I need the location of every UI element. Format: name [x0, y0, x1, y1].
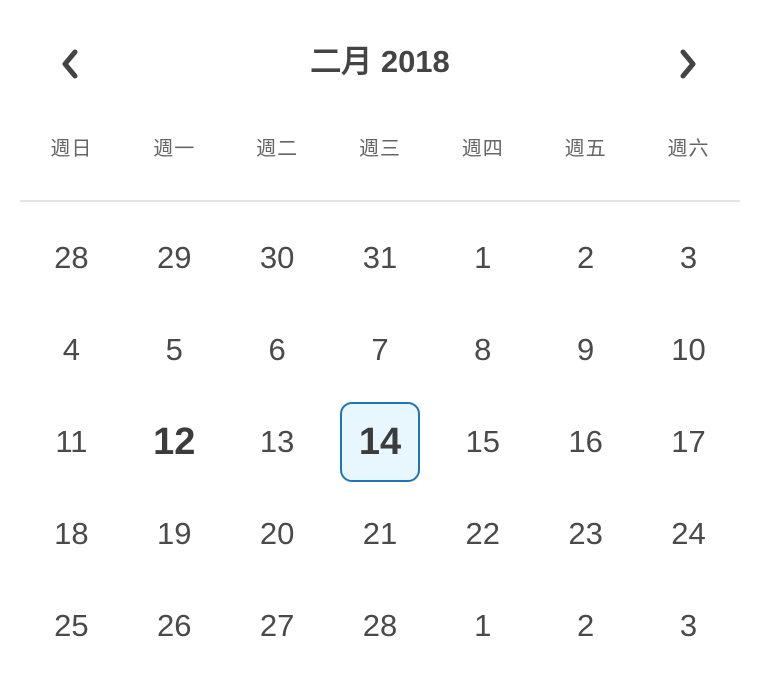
day-cell[interactable]: 16 — [534, 396, 637, 488]
day-number: 20 — [259, 516, 295, 551]
day-cell[interactable]: 30 — [226, 212, 329, 304]
day-cell[interactable]: 3 — [637, 580, 740, 672]
weekday-tuesday: 週二 — [256, 136, 299, 160]
day-cell[interactable]: 1 — [431, 212, 534, 304]
weekday-monday: 週一 — [153, 136, 196, 160]
days-grid: 28 29 30 31 1 2 3 4 5 6 7 8 9 10 11 12 1… — [20, 212, 740, 672]
day-cell[interactable]: 10 — [637, 304, 740, 396]
next-month-button[interactable] — [664, 38, 712, 90]
day-number: 11 — [55, 424, 88, 459]
weekday-thursday: 週四 — [461, 136, 504, 160]
day-cell[interactable]: 11 — [20, 396, 123, 488]
header-divider — [20, 200, 740, 202]
day-number: 26 — [157, 608, 192, 643]
previous-month-button[interactable] — [46, 38, 94, 90]
day-cell[interactable]: 25 — [20, 580, 123, 672]
chevron-right-icon — [680, 49, 696, 79]
day-number: 17 — [671, 424, 706, 459]
day-number: 3 — [679, 608, 698, 643]
today-day-number: 12 — [153, 420, 196, 463]
day-cell-today[interactable]: 12 — [123, 396, 226, 488]
day-number: 1 — [474, 240, 492, 275]
weekday-sunday: 週日 — [50, 136, 93, 160]
day-number: 27 — [259, 608, 295, 643]
month-label: 二月 — [310, 44, 373, 80]
day-cell[interactable]: 8 — [431, 304, 534, 396]
day-cell[interactable]: 1 — [431, 580, 534, 672]
month-year-title: 二月 2018 — [200, 40, 560, 84]
day-number: 31 — [362, 240, 398, 275]
day-number: 9 — [577, 332, 595, 367]
day-number: 4 — [62, 332, 81, 367]
day-number: 28 — [362, 608, 398, 643]
day-cell[interactable]: 4 — [20, 304, 123, 396]
weekday-wednesday: 週三 — [358, 136, 401, 160]
day-cell[interactable]: 27 — [226, 580, 329, 672]
day-number: 19 — [157, 516, 192, 551]
day-cell[interactable]: 7 — [329, 304, 432, 396]
day-cell[interactable]: 9 — [534, 304, 637, 396]
day-cell[interactable]: 3 — [637, 212, 740, 304]
day-number: 30 — [259, 240, 295, 275]
day-number: 3 — [679, 240, 698, 275]
day-number: 13 — [259, 424, 295, 459]
day-cell[interactable]: 26 — [123, 580, 226, 672]
day-cell-selected[interactable]: 14 — [329, 396, 432, 488]
day-cell[interactable]: 18 — [20, 488, 123, 580]
day-number: 8 — [474, 332, 492, 367]
day-cell[interactable]: 22 — [431, 488, 534, 580]
year-label: 2018 — [380, 44, 450, 79]
day-cell[interactable]: 15 — [431, 396, 534, 488]
day-number: 18 — [54, 516, 89, 551]
weekday-friday: 週五 — [564, 136, 607, 160]
day-number: 28 — [54, 240, 89, 275]
day-number: 29 — [157, 240, 192, 275]
day-number: 2 — [577, 608, 595, 643]
day-number: 2 — [577, 240, 595, 275]
day-cell[interactable]: 29 — [123, 212, 226, 304]
day-cell[interactable]: 28 — [20, 212, 123, 304]
day-number: 5 — [165, 332, 183, 367]
day-cell[interactable]: 20 — [226, 488, 329, 580]
day-number: 10 — [671, 332, 706, 367]
chevron-left-icon — [62, 49, 78, 79]
week-row-3: 11 12 13 14 15 16 17 — [20, 396, 740, 488]
day-cell[interactable]: 24 — [637, 488, 740, 580]
selected-day-number: 14 — [339, 402, 420, 482]
day-number: 22 — [465, 516, 501, 551]
week-row-1: 28 29 30 31 1 2 3 — [20, 212, 740, 304]
day-number: 24 — [671, 516, 706, 551]
day-cell[interactable]: 31 — [329, 212, 432, 304]
day-number: 6 — [268, 332, 286, 367]
weekday-saturday: 週六 — [667, 136, 710, 160]
day-cell[interactable]: 28 — [329, 580, 432, 672]
day-number: 15 — [465, 424, 501, 459]
week-row-4: 18 19 20 21 22 23 24 — [20, 488, 740, 580]
day-cell[interactable]: 21 — [329, 488, 432, 580]
weekday-header-row: 週日 週一 週二 週三 週四 週五 週六 — [20, 126, 740, 170]
day-number: 23 — [568, 516, 603, 551]
day-cell[interactable]: 5 — [123, 304, 226, 396]
day-number: 7 — [371, 332, 389, 367]
day-cell[interactable]: 13 — [226, 396, 329, 488]
day-cell[interactable]: 19 — [123, 488, 226, 580]
day-number: 1 — [474, 608, 492, 643]
day-number: 25 — [54, 608, 89, 643]
day-number: 21 — [362, 516, 398, 551]
week-row-5: 25 26 27 28 1 2 3 — [20, 580, 740, 672]
day-cell[interactable]: 6 — [226, 304, 329, 396]
day-cell[interactable]: 2 — [534, 580, 637, 672]
day-cell[interactable]: 17 — [637, 396, 740, 488]
day-cell[interactable]: 23 — [534, 488, 637, 580]
day-number: 16 — [568, 424, 603, 459]
week-row-2: 4 5 6 7 8 9 10 — [20, 304, 740, 396]
day-cell[interactable]: 2 — [534, 212, 637, 304]
